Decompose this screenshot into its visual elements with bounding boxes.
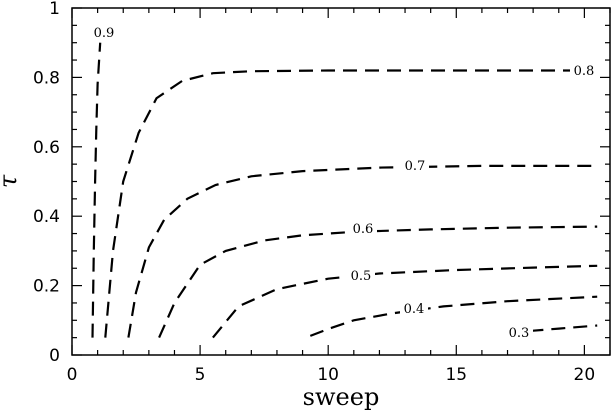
x-tick-label: 5 [195, 365, 206, 385]
y-tick-label: 0.2 [33, 277, 60, 297]
contour-label: 0.5 [351, 269, 372, 284]
x-tick-label: 20 [574, 365, 596, 385]
contour-labels: 0.9 0.8 0.7 0.6 0.5 0.4 0.3 [90, 26, 598, 341]
axis-ticks [71, 7, 611, 356]
y-axis-title: τ [0, 174, 22, 188]
contour-label-background [505, 326, 533, 340]
contour-label: 0.4 [404, 302, 425, 317]
contour-label: 0.9 [94, 26, 115, 41]
contour-label-background [570, 64, 598, 78]
contour-label: 0.3 [509, 326, 530, 341]
contour-line-0-6 [158, 225, 598, 339]
contour-line-0-9 [91, 42, 102, 338]
x-axis-title: sweep [303, 383, 380, 411]
contour-line-0-4 [309, 295, 598, 337]
contour-line-0-7 [127, 164, 598, 338]
contour-lines [91, 42, 598, 339]
x-tick-label: 15 [445, 365, 467, 385]
contour-label-background [400, 302, 428, 316]
y-tick-label: 1 [49, 0, 60, 19]
contour-label-background [90, 26, 118, 40]
x-tick-label: 10 [317, 365, 339, 385]
x-tick-label: 0 [67, 365, 78, 385]
axis-tick-labels: 0 5 10 15 20 0 0.2 0.4 0.6 0.8 1 [33, 0, 595, 385]
contour-label: 0.6 [353, 222, 374, 237]
y-tick-label: 0.4 [33, 207, 60, 227]
y-tick-label: 0.8 [33, 68, 60, 88]
contour-label-background [349, 222, 377, 236]
contour-label: 0.7 [405, 159, 426, 174]
y-tick-label: 0 [49, 346, 60, 366]
y-tick-label: 0.6 [33, 138, 60, 158]
contour-line-0-8 [104, 69, 585, 338]
contour-label-background [347, 269, 375, 283]
contour-label: 0.8 [574, 64, 595, 79]
contour-label-background [401, 159, 429, 173]
plot-frame [71, 7, 611, 356]
